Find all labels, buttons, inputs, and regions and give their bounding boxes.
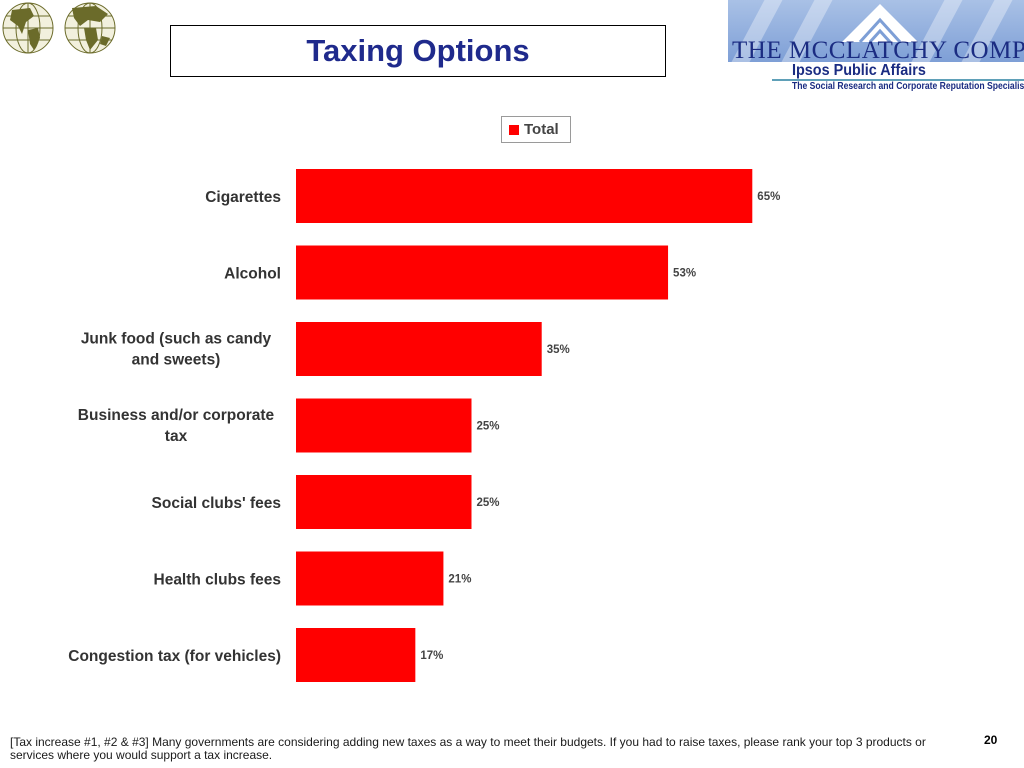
brand-ipsos-name: Ipsos Public Affairs: [792, 62, 926, 79]
value-label-3: 25%: [477, 421, 500, 433]
brand-tagline: The Social Research and Corporate Reputa…: [792, 81, 1024, 92]
legend-swatch: [509, 124, 519, 135]
house-roof-icon: [842, 4, 918, 44]
brand-divider: [772, 79, 1024, 81]
value-label-5: 21%: [448, 574, 471, 586]
category-label-5: Health clubs fees: [154, 572, 282, 589]
brand-logo: THE MCCLATCHY COMPANY Ipsos Public Affai…: [728, 0, 1024, 96]
bar-3: [296, 398, 472, 453]
bar-0: [296, 169, 753, 223]
category-label-6: Congestion tax (for vehicles): [68, 648, 281, 665]
brand-company-name: THE MCCLATCHY COMPANY: [732, 37, 1024, 62]
footnote: [Tax increase #1, #2 & #3] Many governme…: [10, 735, 926, 762]
bar-chart: 65% Cigarettes 53% Alcohol 35% Junk food (suc…: [68, 169, 780, 682]
category-label-3: Business and/or corporate tax: [78, 407, 275, 445]
value-label-0: 65%: [757, 191, 780, 203]
legend-label: Total: [524, 121, 559, 138]
value-label-2: 35%: [547, 344, 570, 356]
bar-4: [296, 475, 472, 529]
bar-1: [296, 245, 669, 300]
chart-legend: Total: [501, 116, 571, 143]
category-label-0: Cigarettes: [205, 189, 281, 206]
page-title: Taxing Options: [306, 33, 530, 68]
category-label-4: Social clubs' fees: [152, 495, 281, 512]
bar-5: [296, 551, 444, 606]
brand-band: THE MCCLATCHY COMPANY: [728, 0, 1024, 62]
page-number: 20: [984, 733, 998, 747]
value-label-4: 25%: [477, 497, 500, 509]
title-box: Taxing Options: [170, 25, 666, 77]
category-label-2: Junk food (such as candy and sweets): [81, 331, 272, 369]
bar-2: [296, 322, 542, 376]
value-label-1: 53%: [673, 268, 696, 280]
category-label-1: Alcohol: [224, 266, 281, 283]
bar-6: [296, 628, 416, 682]
globe-grid-icon: [2, 2, 116, 54]
value-label-6: 17%: [420, 650, 443, 662]
